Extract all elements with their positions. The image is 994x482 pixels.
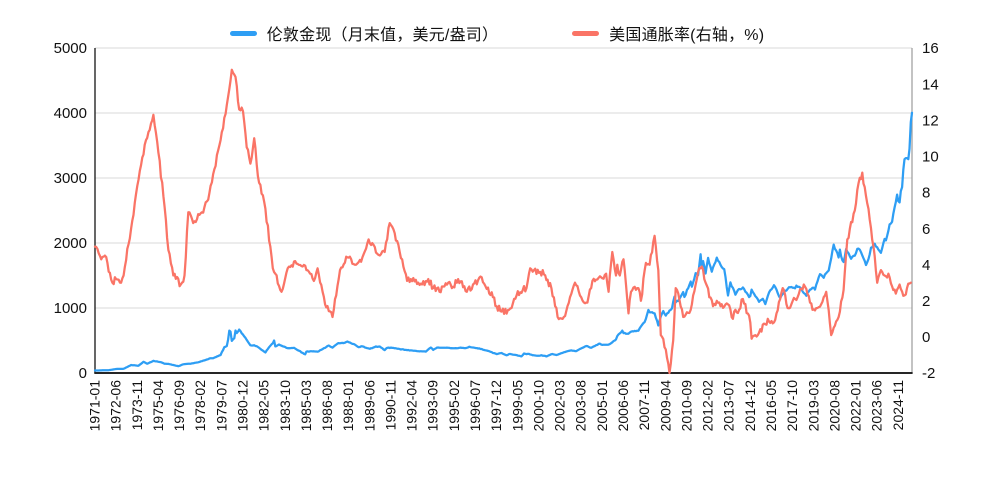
x-tick-label: 2020-08 <box>826 380 842 432</box>
x-tick-label: 1975-04 <box>150 380 166 432</box>
x-tick-label: 1980-12 <box>235 380 251 432</box>
x-tick-label: 1978-02 <box>192 380 208 432</box>
y-right-tick-label: 4 <box>922 257 930 274</box>
x-tick-label: 2017-10 <box>784 380 800 432</box>
x-tick-label: 1995-02 <box>446 380 462 432</box>
y-left-tick-label: 4000 <box>54 105 87 122</box>
x-tick-label: 2006-06 <box>615 380 631 432</box>
x-tick-label: 2024-11 <box>890 380 906 431</box>
y-right-tick-label: 14 <box>922 76 939 93</box>
x-tick-label: 1999-05 <box>509 380 525 432</box>
y-left-tick-label: 0 <box>79 365 87 382</box>
inflation-line <box>93 68 912 375</box>
chart-legend: 伦敦金现（月末值，美元/盎司） 美国通胀率(右轴，%) <box>0 21 994 45</box>
x-tick-label: 2012-02 <box>700 380 716 432</box>
y-left-tick-label: 2000 <box>54 235 87 252</box>
x-tick-label: 1992-04 <box>404 380 420 432</box>
x-tick-label: 1988-01 <box>340 380 356 432</box>
x-tick-label: 1986-08 <box>319 380 335 432</box>
x-tick-label: 2016-05 <box>763 380 779 432</box>
x-tick-label: 1976-09 <box>171 380 187 432</box>
x-tick-label: 1989-06 <box>361 380 377 432</box>
x-tick-label: 2009-04 <box>657 380 673 432</box>
y-right-tick-label: 0 <box>922 329 930 346</box>
y-left-tick-label: 1000 <box>54 300 87 317</box>
gold-price-line <box>93 111 914 372</box>
legend-label-gold: 伦敦金现（月末值，美元/盎司） <box>266 27 499 44</box>
y-right-tick-label: 12 <box>922 112 939 129</box>
y-right-tick-label: 16 <box>922 40 939 57</box>
x-tick-label: 1982-05 <box>256 380 272 432</box>
x-tick-label: 1993-09 <box>425 380 441 432</box>
y-right-tick-label: 10 <box>922 149 939 166</box>
x-tick-label: 2013-07 <box>721 380 737 432</box>
x-tick-label: 1985-03 <box>298 380 314 432</box>
x-tick-label: 2019-03 <box>805 380 821 432</box>
y-right-tick-label: 6 <box>922 221 930 238</box>
legend-label-inflation: 美国通胀率(右轴，%) <box>609 27 765 44</box>
y-right-tick-label: -2 <box>922 365 935 382</box>
legend-item-gold: 伦敦金现（月末值，美元/盎司） <box>229 21 499 45</box>
y-right-tick-label: 2 <box>922 293 930 310</box>
x-tick-label: 2007-11 <box>636 380 652 431</box>
x-tick-label: 1997-12 <box>488 380 504 432</box>
x-tick-label: 2002-03 <box>552 380 568 432</box>
x-tick-label: 1979-07 <box>213 380 229 432</box>
x-tick-label: 1990-11 <box>383 380 399 431</box>
legend-swatch-gold-icon <box>229 30 257 36</box>
x-tick-label: 2010-09 <box>678 380 694 432</box>
y-left-tick-label: 5000 <box>54 40 87 57</box>
legend-swatch-inflation-icon <box>572 30 600 36</box>
y-right-tick-label: 8 <box>922 185 930 202</box>
x-tick-label: 1983-10 <box>277 380 293 432</box>
x-tick-label: 2003-08 <box>573 380 589 432</box>
x-tick-label: 2023-06 <box>869 380 885 432</box>
x-tick-label: 1996-07 <box>467 380 483 432</box>
legend-item-inflation: 美国通胀率(右轴，%) <box>572 21 764 45</box>
x-tick-label: 2000-10 <box>530 380 546 432</box>
x-tick-label: 1973-11 <box>129 380 145 431</box>
y-left-tick-label: 3000 <box>54 170 87 187</box>
x-tick-label: 1972-06 <box>108 380 124 432</box>
x-tick-label: 2014-12 <box>742 380 758 432</box>
x-tick-label: 2005-01 <box>594 380 610 432</box>
x-tick-label: 1971-01 <box>87 380 103 432</box>
x-tick-label: 2022-01 <box>848 380 864 432</box>
